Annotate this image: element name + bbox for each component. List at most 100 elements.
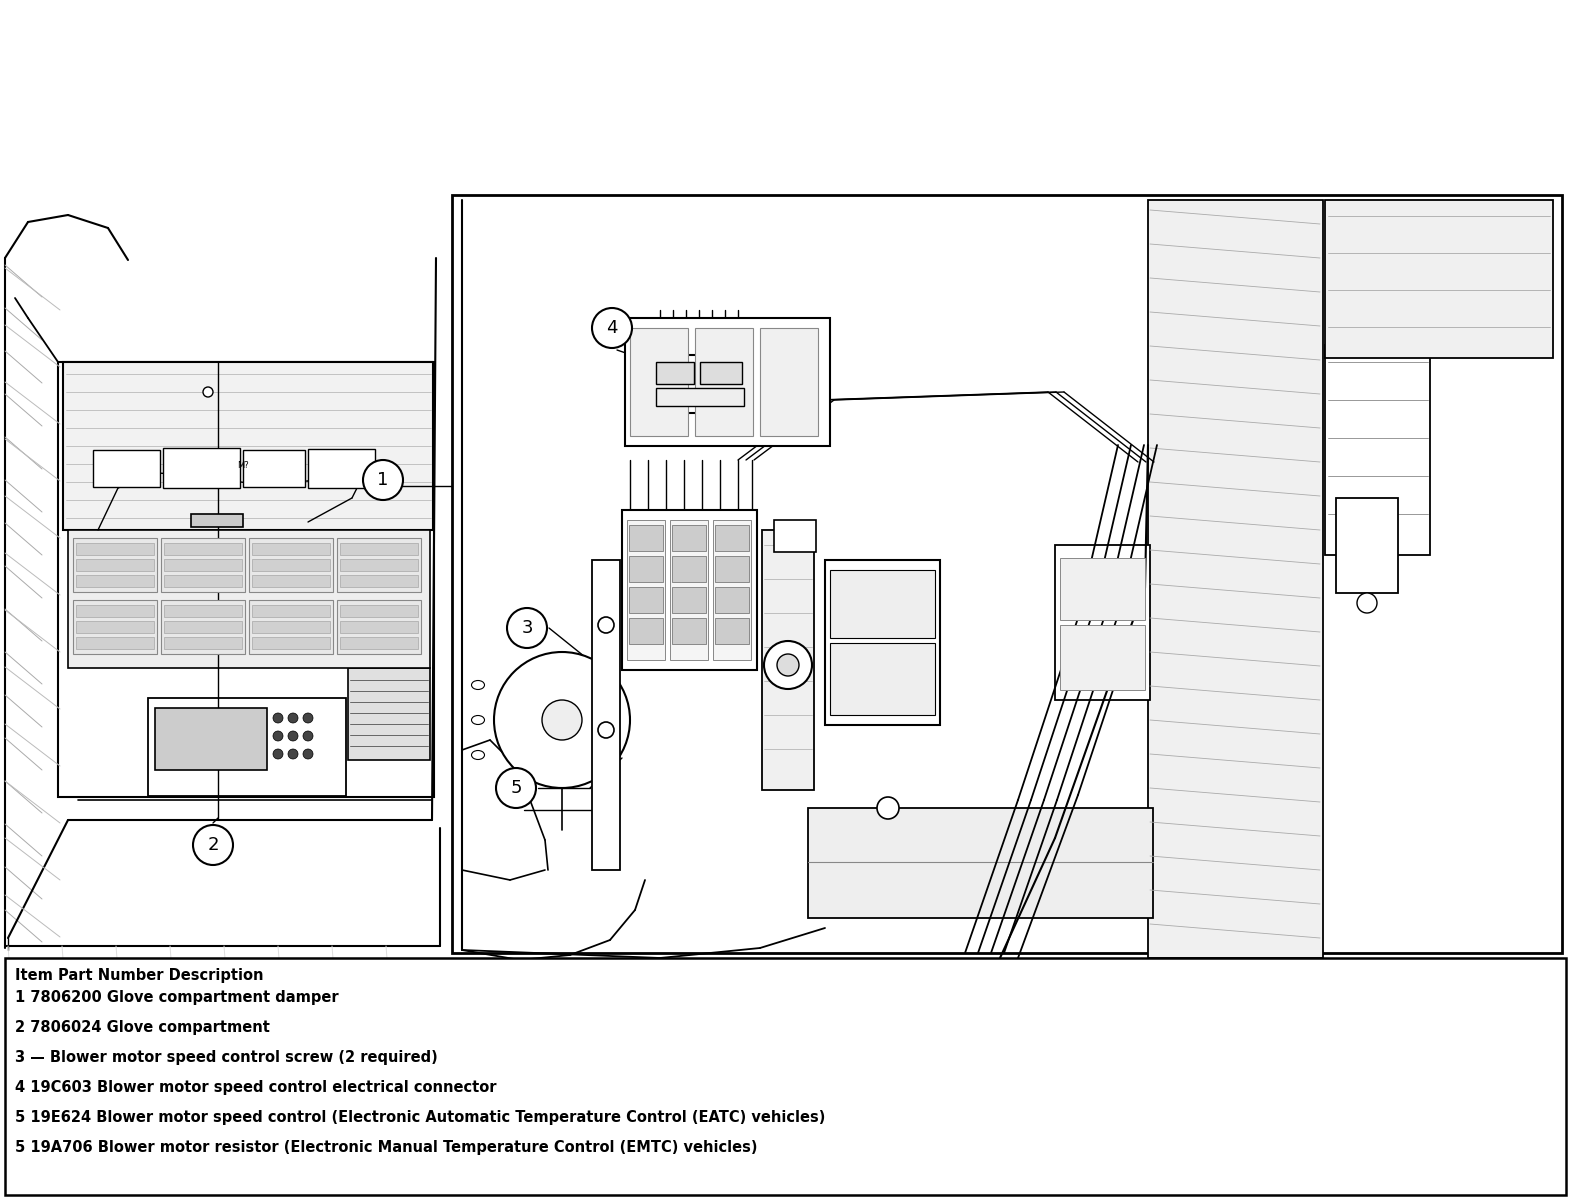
Bar xyxy=(338,538,421,592)
Text: 5 19E624 Blower motor speed control (Electronic Automatic Temperature Control (E: 5 19E624 Blower motor speed control (Ele… xyxy=(16,1110,825,1126)
Bar xyxy=(760,328,818,436)
Circle shape xyxy=(303,713,313,722)
Bar xyxy=(1056,545,1150,700)
Bar xyxy=(251,605,330,617)
Bar xyxy=(829,643,935,715)
Bar xyxy=(72,600,157,654)
Bar xyxy=(627,520,665,660)
Circle shape xyxy=(273,731,283,740)
Bar xyxy=(1148,200,1323,958)
Bar xyxy=(68,530,430,668)
Text: 4 19C603 Blower motor speed control electrical connector: 4 19C603 Blower motor speed control elec… xyxy=(16,1080,496,1094)
Bar xyxy=(163,542,242,554)
Circle shape xyxy=(287,731,298,740)
Bar xyxy=(192,514,244,527)
Circle shape xyxy=(273,713,283,722)
Text: Item Part Number Description: Item Part Number Description xyxy=(16,968,264,983)
Bar xyxy=(715,618,749,644)
Bar xyxy=(672,618,705,644)
Bar xyxy=(650,355,749,413)
Bar xyxy=(592,560,621,870)
Bar xyxy=(672,556,705,582)
Text: 5 19A706 Blower motor resistor (Electronic Manual Temperature Control (EMTC) veh: 5 19A706 Blower motor resistor (Electron… xyxy=(16,1140,757,1154)
Polygon shape xyxy=(63,362,434,530)
Bar xyxy=(1060,558,1145,620)
Bar xyxy=(156,708,267,770)
Bar xyxy=(308,449,375,488)
Bar xyxy=(75,542,154,554)
Ellipse shape xyxy=(471,750,484,760)
Bar xyxy=(762,530,814,790)
Bar xyxy=(657,388,745,406)
Bar xyxy=(75,622,154,634)
Text: 1 7806200 Glove compartment damper: 1 7806200 Glove compartment damper xyxy=(16,990,339,1006)
Bar xyxy=(657,362,694,384)
Text: 4: 4 xyxy=(606,319,617,337)
Text: 1: 1 xyxy=(377,470,388,490)
Bar xyxy=(829,570,935,638)
Ellipse shape xyxy=(471,715,484,725)
Ellipse shape xyxy=(471,680,484,690)
Bar xyxy=(5,958,1566,1195)
Circle shape xyxy=(287,713,298,722)
Bar xyxy=(251,622,330,634)
Bar xyxy=(622,510,757,670)
Bar xyxy=(672,526,705,551)
Circle shape xyxy=(1357,593,1378,613)
Bar xyxy=(339,637,418,649)
Text: M?: M? xyxy=(237,462,248,470)
Bar xyxy=(58,362,434,797)
Bar xyxy=(148,698,346,796)
Bar xyxy=(630,328,688,436)
Bar xyxy=(163,605,242,617)
Circle shape xyxy=(599,617,614,634)
Bar xyxy=(251,559,330,571)
Circle shape xyxy=(764,641,812,689)
Circle shape xyxy=(778,654,800,676)
Bar xyxy=(349,668,430,760)
Bar xyxy=(628,526,663,551)
Bar xyxy=(1324,200,1554,358)
Bar xyxy=(248,538,333,592)
Bar xyxy=(1060,625,1145,690)
Bar xyxy=(628,587,663,613)
Circle shape xyxy=(363,460,404,500)
Bar xyxy=(75,637,154,649)
Text: 2 7806024 Glove compartment: 2 7806024 Glove compartment xyxy=(16,1020,270,1034)
Bar xyxy=(75,559,154,571)
Bar xyxy=(715,587,749,613)
Bar xyxy=(628,556,663,582)
Bar xyxy=(713,520,751,660)
Bar xyxy=(163,559,242,571)
Bar xyxy=(775,520,815,552)
Circle shape xyxy=(877,797,899,818)
Bar xyxy=(160,600,245,654)
Bar xyxy=(672,587,705,613)
Bar xyxy=(339,622,418,634)
Bar xyxy=(715,556,749,582)
Circle shape xyxy=(287,749,298,758)
Bar xyxy=(669,520,709,660)
Circle shape xyxy=(193,826,233,865)
Bar xyxy=(93,450,160,487)
Bar xyxy=(715,526,749,551)
Circle shape xyxy=(599,722,614,738)
Bar xyxy=(628,618,663,644)
Bar xyxy=(251,575,330,587)
Bar xyxy=(251,542,330,554)
Circle shape xyxy=(273,749,283,758)
Bar xyxy=(694,328,753,436)
Bar xyxy=(825,560,939,725)
Bar xyxy=(72,538,157,592)
Bar xyxy=(163,637,242,649)
Bar xyxy=(1324,346,1430,554)
Circle shape xyxy=(493,652,630,788)
Bar xyxy=(339,542,418,554)
Circle shape xyxy=(507,608,547,648)
Bar xyxy=(75,605,154,617)
Bar xyxy=(339,605,418,617)
Bar xyxy=(251,637,330,649)
Bar xyxy=(163,575,242,587)
Bar xyxy=(807,808,1153,918)
Bar xyxy=(244,450,305,487)
